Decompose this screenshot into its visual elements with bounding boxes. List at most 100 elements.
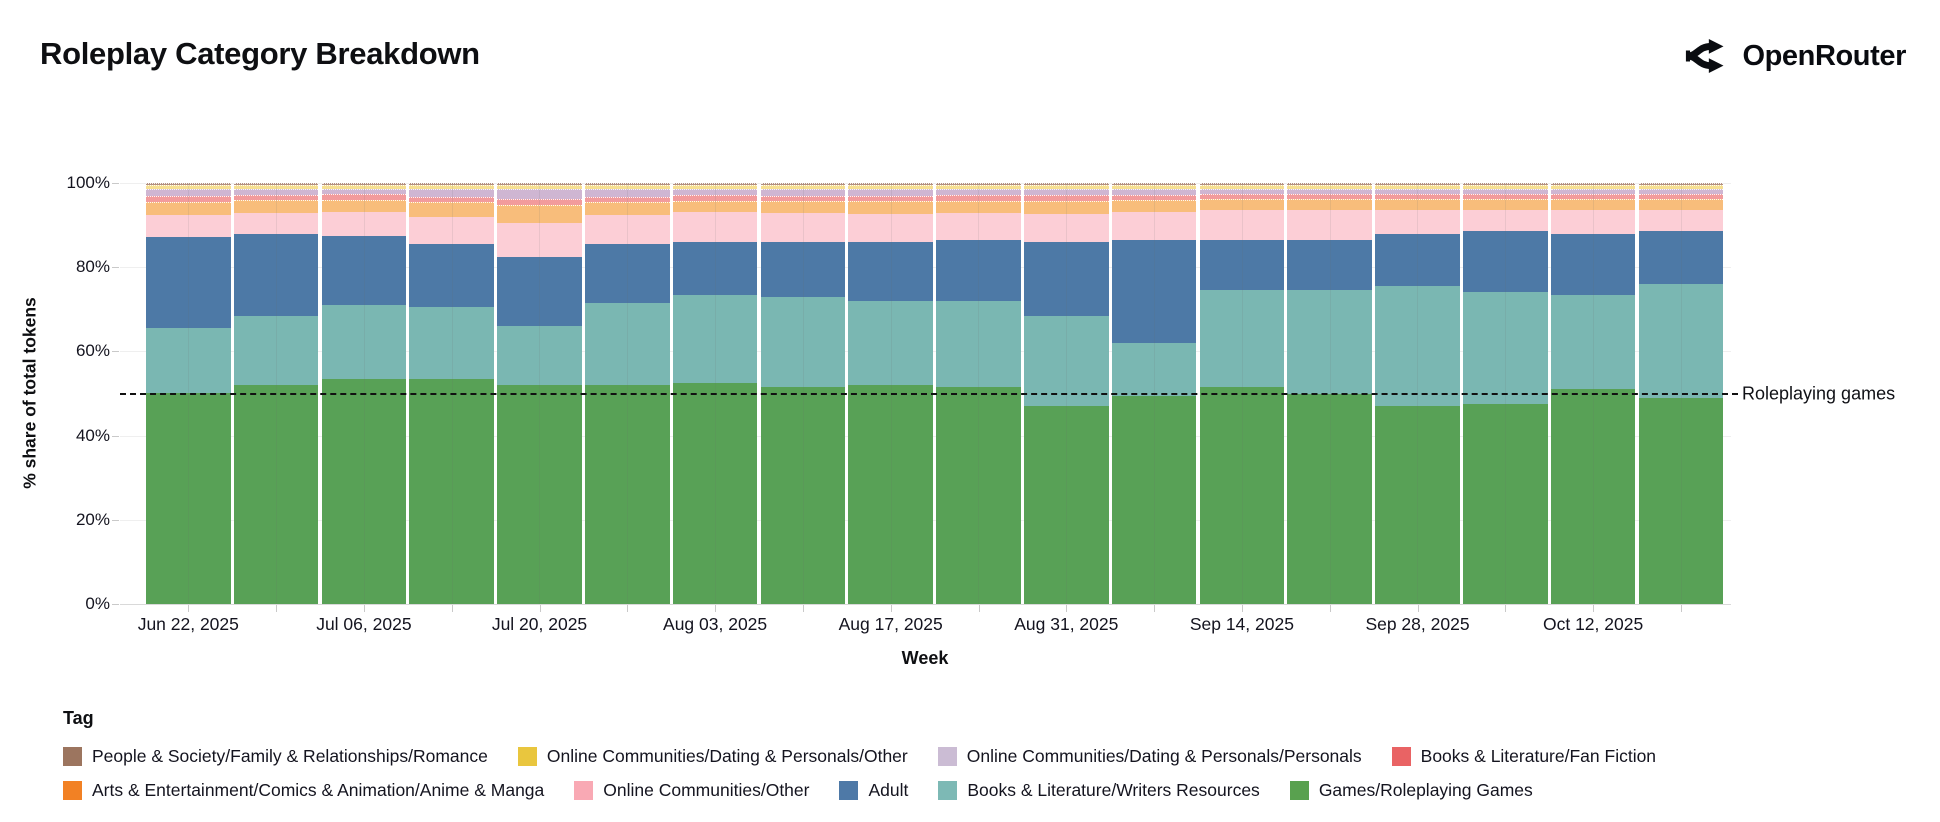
segment-adult[interactable] [1463,231,1548,293]
segment-writers-resources[interactable] [672,294,758,383]
segment-anime-manga[interactable] [409,202,494,217]
segment-adult[interactable] [1024,241,1109,316]
segment-personals[interactable] [585,188,670,197]
segment-anime-manga[interactable] [760,201,846,214]
segment-writers-resources[interactable] [936,300,1021,388]
segment-personals[interactable] [760,188,846,196]
segment-personals[interactable] [409,188,494,197]
segment-writers-resources[interactable] [1550,294,1636,390]
segment-roleplaying-games[interactable] [1287,393,1372,604]
segment-adult[interactable] [848,241,933,301]
segment-writers-resources[interactable] [1375,286,1460,407]
segment-anime-manga[interactable] [1111,200,1197,213]
segment-writers-resources[interactable] [1199,290,1285,388]
segment-roleplaying-games[interactable] [672,382,758,604]
stacked-bar-Jun-29-2025[interactable] [233,183,319,604]
stacked-bar-Oct-05-2025[interactable] [1463,183,1548,604]
segment-writers-resources[interactable] [1638,284,1724,398]
stacked-bar-Jul-13-2025[interactable] [409,183,494,604]
stacked-bar-Jul-20-2025[interactable] [497,183,582,604]
segment-writers-resources[interactable] [585,303,670,386]
segment-other[interactable] [1638,210,1724,232]
segment-adult[interactable] [585,244,670,303]
segment-other[interactable] [233,212,319,234]
segment-other[interactable] [585,214,670,245]
segment-adult[interactable] [321,235,407,306]
stacked-bar-Oct-12-2025[interactable] [1550,183,1636,604]
segment-adult[interactable] [1111,239,1197,343]
segment-roleplaying-games[interactable] [409,378,494,604]
segment-roleplaying-games[interactable] [1024,406,1109,604]
segment-roleplaying-games[interactable] [233,385,319,604]
segment-other[interactable] [1287,210,1372,240]
stacked-bar-Aug-17-2025[interactable] [848,183,933,604]
stacked-bar-Sep-07-2025[interactable] [1111,183,1197,604]
segment-other[interactable] [321,211,407,236]
segment-anime-manga[interactable] [233,200,319,213]
segment-other[interactable] [848,214,933,242]
segment-roleplaying-games[interactable] [936,387,1021,604]
segment-adult[interactable] [672,241,758,295]
segment-other[interactable] [497,223,582,257]
segment-writers-resources[interactable] [848,300,933,386]
stacked-bar-Sep-21-2025[interactable] [1287,183,1372,604]
segment-other[interactable] [146,214,231,237]
segment-roleplaying-games[interactable] [1111,395,1197,604]
segment-adult[interactable] [146,236,231,329]
segment-other[interactable] [1463,209,1548,232]
legend-item-writers-resources[interactable]: Books & Literature/Writers Resources [938,780,1260,801]
segment-anime-manga[interactable] [1375,199,1460,210]
legend-item-personals[interactable]: Online Communities/Dating & Personals/Pe… [937,746,1362,767]
segment-writers-resources[interactable] [760,296,846,388]
legend-item-fan-fiction[interactable]: Books & Literature/Fan Fiction [1391,746,1656,767]
segment-other[interactable] [1550,210,1636,234]
segment-roleplaying-games[interactable] [1638,397,1724,604]
segment-anime-manga[interactable] [1024,201,1109,215]
segment-roleplaying-games[interactable] [1463,404,1548,604]
segment-other[interactable] [760,213,846,242]
segment-anime-manga[interactable] [936,200,1021,213]
segment-roleplaying-games[interactable] [497,385,582,604]
segment-other[interactable] [1024,214,1109,242]
legend-item-adult[interactable]: Adult [839,780,908,801]
segment-roleplaying-games[interactable] [1375,406,1460,604]
segment-other[interactable] [409,216,494,245]
segment-anime-manga[interactable] [1199,199,1285,211]
stacked-bar-Jul-06-2025[interactable] [321,183,407,604]
segment-roleplaying-games[interactable] [1550,389,1636,604]
stacked-bar-Jun-22-2025[interactable] [146,183,231,604]
segment-writers-resources[interactable] [497,326,582,386]
segment-adult[interactable] [233,233,319,316]
segment-other[interactable] [1111,212,1197,240]
stacked-bar-Jul-27-2025[interactable] [585,183,670,604]
segment-writers-resources[interactable] [1111,342,1197,396]
segment-anime-manga[interactable] [321,199,407,212]
segment-other[interactable] [1375,209,1460,234]
legend-item-other[interactable]: Online Communities/Other [574,780,809,801]
segment-adult[interactable] [497,256,582,327]
segment-writers-resources[interactable] [1463,292,1548,405]
segment-adult[interactable] [409,244,494,308]
segment-personals[interactable] [848,188,933,196]
segment-anime-manga[interactable] [1638,199,1724,211]
segment-anime-manga[interactable] [1463,199,1548,210]
segment-writers-resources[interactable] [146,328,231,393]
segment-writers-resources[interactable] [409,307,494,379]
segment-anime-manga[interactable] [1287,199,1372,211]
segment-personals[interactable] [497,189,582,200]
segment-adult[interactable] [760,241,846,297]
segment-anime-manga[interactable] [585,201,670,215]
stacked-bar-Aug-24-2025[interactable] [936,183,1021,604]
legend-item-romance[interactable]: People & Society/Family & Relationships/… [63,746,488,767]
segment-adult[interactable] [1287,239,1372,291]
segment-anime-manga[interactable] [672,200,758,213]
segment-adult[interactable] [1199,239,1285,291]
segment-other[interactable] [936,212,1021,240]
segment-roleplaying-games[interactable] [321,378,407,604]
segment-roleplaying-games[interactable] [1199,387,1285,604]
stacked-bar-Oct-19-2025[interactable] [1638,183,1724,604]
stacked-bar-Sep-28-2025[interactable] [1375,183,1460,604]
legend-item-roleplaying-games[interactable]: Games/Roleplaying Games [1289,780,1533,801]
segment-other[interactable] [1199,210,1285,240]
stacked-bar-Aug-10-2025[interactable] [760,183,846,604]
